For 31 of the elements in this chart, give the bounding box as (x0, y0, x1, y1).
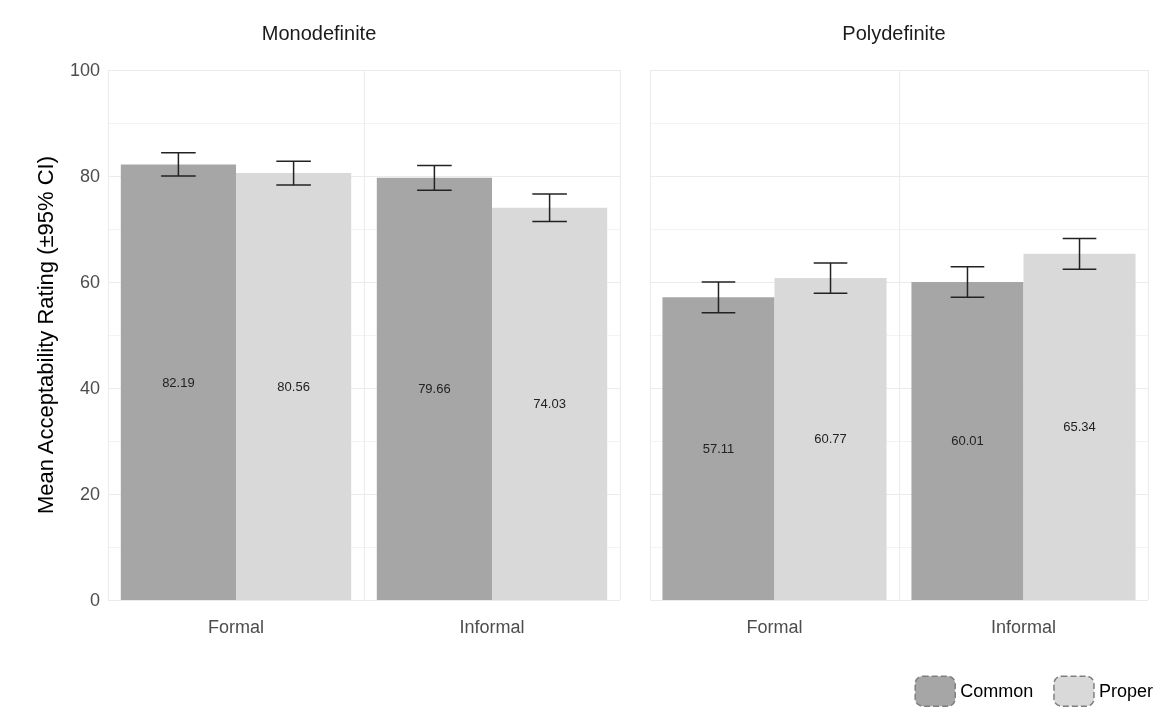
chart-title: Monodefinite (261, 22, 377, 44)
data-label: 82.19 (162, 374, 195, 390)
bar (911, 281, 1024, 600)
y-tick-label: 40 (79, 378, 100, 398)
bar (1023, 253, 1136, 600)
data-label: 60.77 (814, 431, 847, 447)
bar (120, 164, 236, 600)
y-tick-label: 0 (89, 590, 100, 610)
bar (492, 207, 608, 600)
legend-label: Common (960, 681, 1034, 702)
data-label: 80.56 (277, 379, 310, 395)
data-label: 79.66 (418, 381, 451, 397)
chart-title: Polydefinite (842, 22, 946, 44)
y-tick-label: 80 (79, 166, 100, 186)
bar (376, 177, 492, 600)
x-tick-label: Formal (746, 617, 803, 637)
data-label: 74.03 (533, 396, 566, 412)
data-label: 65.34 (1063, 419, 1096, 435)
y-tick-label: 60 (79, 272, 100, 292)
bar (774, 277, 887, 600)
y-tick-label: 20 (79, 484, 100, 504)
x-tick-label: Formal (207, 617, 265, 637)
data-label: 60.01 (951, 433, 984, 449)
x-tick-label: Informal (990, 617, 1057, 637)
data-label: 57.11 (702, 441, 735, 457)
legend-label: Proper (1098, 681, 1154, 702)
bar (236, 173, 352, 600)
y-tick-label: 100 (69, 60, 100, 80)
x-tick-label: Informal (459, 617, 525, 637)
bar (662, 297, 775, 600)
y-axis-title: Mean Acceptability Rating (±95% CI) (32, 155, 58, 515)
